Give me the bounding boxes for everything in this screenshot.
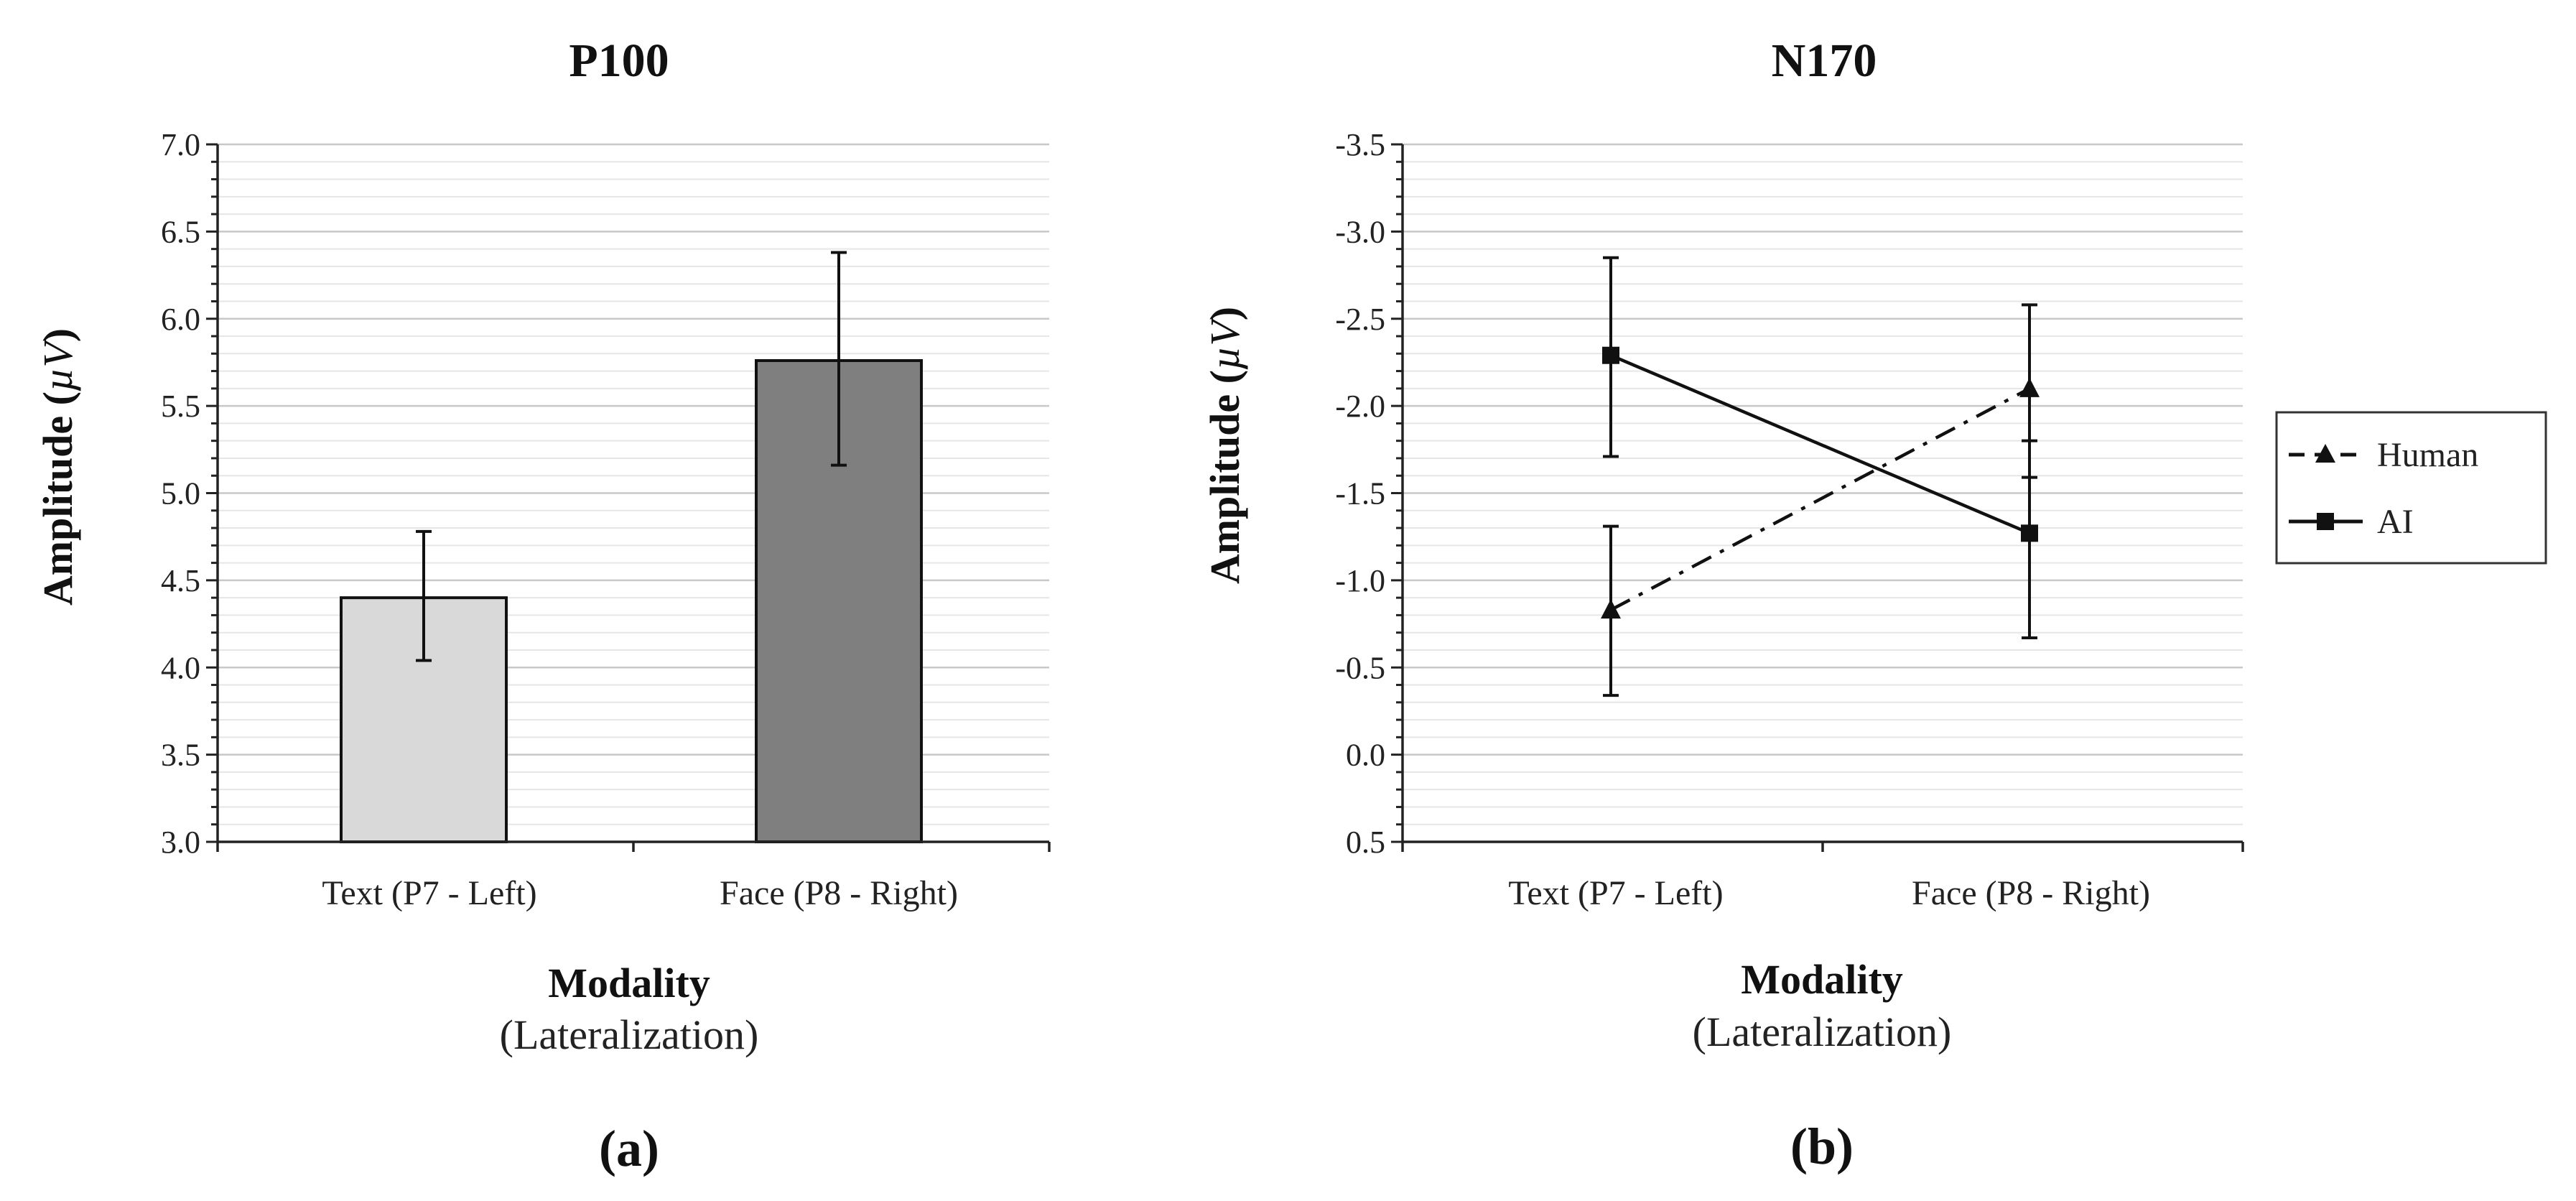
n170-axes xyxy=(1391,143,2244,852)
marker-human-triangle xyxy=(1601,599,1621,619)
y-tick-label: 3.5 xyxy=(161,738,200,773)
n170-legend: Human AI xyxy=(2275,411,2547,565)
y-tick-label: 5.5 xyxy=(161,389,200,424)
y-tick-label: 6.5 xyxy=(161,214,200,249)
y-tick-label: -1.0 xyxy=(1335,563,1385,598)
p100-error-bars xyxy=(416,251,847,662)
n170-x-axis-title: Modality xyxy=(1741,956,1903,1003)
p100-category-label-text: Text (P7 - Left) xyxy=(322,874,536,912)
y-tick-label: 7.0 xyxy=(161,127,200,162)
y-tick-label: 0.0 xyxy=(1346,738,1385,773)
n170-markers xyxy=(1601,346,2040,619)
n170-y-axis-title-unit: µV xyxy=(1201,316,1248,370)
y-tick-label: 4.0 xyxy=(161,650,200,685)
y-tick-label: -3.5 xyxy=(1335,127,1385,162)
y-tick-label: 5.0 xyxy=(161,476,200,511)
n170-line-chart: N170 0.50.0-0.5-1.0-1.5-2.0-2.5-3.0-3.5 … xyxy=(1201,34,2547,1175)
p100-bar-chart: P100 3.0 3.5 4.0 4.5 5.0 5.5 6.0 6.5 7.0 Text (P… xyxy=(34,34,1051,1177)
n170-category-label-text: Text (P7 - Left) xyxy=(1508,874,1723,912)
marker-ai-square xyxy=(2021,524,2038,542)
y-tick-label: -2.5 xyxy=(1335,302,1385,337)
n170-y-axis-title: Amplitude (µV) xyxy=(1201,307,1248,584)
n170-chart-title: N170 xyxy=(1772,34,1877,87)
legend-human-label: Human xyxy=(2377,436,2478,474)
n170-x-axis-subtitle: (Lateralization) xyxy=(1693,1008,1952,1055)
series-line-human xyxy=(1609,386,2031,612)
legend-ai-label: AI xyxy=(2377,503,2414,541)
marker-ai-square xyxy=(1602,346,1619,364)
p100-chart-title: P100 xyxy=(569,34,669,87)
n170-series-lines xyxy=(1609,353,2031,612)
marker-human-triangle xyxy=(2019,377,2040,397)
p100-y-axis-title: Amplitude (µV) xyxy=(34,328,81,606)
p100-panel-label: (a) xyxy=(599,1120,659,1177)
n170-y-tick-labels: 0.5 0.0 -0.5 -1.0 -1.5 -2.0 -2.5 -3.0 -3.5 xyxy=(1335,127,1385,860)
y-tick-label: -1.5 xyxy=(1335,476,1385,511)
n170-y-axis-title-close: ) xyxy=(1201,307,1248,320)
n170-panel-label: (b) xyxy=(1790,1118,1854,1175)
p100-y-axis-title-main: Amplitude ( xyxy=(34,391,81,606)
legend-box xyxy=(2275,411,2547,565)
p100-category-label-face: Face (P8 - Right) xyxy=(720,874,958,912)
y-tick-label: 3.0 xyxy=(161,825,200,860)
y-tick-label: -2.0 xyxy=(1335,389,1385,424)
p100-x-axis-title: Modality xyxy=(548,960,710,1006)
p100-y-axis-title-unit: µV xyxy=(34,338,81,391)
y-tick-label: 0.5 xyxy=(1346,825,1385,860)
n170-error-bars xyxy=(1603,256,2037,697)
p100-axes xyxy=(206,143,1051,852)
n170-y-axis-title-main: Amplitude ( xyxy=(1201,370,1248,584)
p100-x-axis-subtitle: (Lateralization) xyxy=(500,1011,759,1058)
y-tick-label: -0.5 xyxy=(1335,650,1385,685)
y-tick-label: -3.0 xyxy=(1335,214,1385,249)
series-line-ai xyxy=(1610,353,2030,535)
y-tick-label: 4.5 xyxy=(161,563,200,598)
legend-ai-square-icon xyxy=(2317,513,2334,530)
n170-gridlines xyxy=(1403,143,2243,843)
legend-human-triangle-icon xyxy=(2315,444,2335,463)
p100-y-tick-labels: 3.0 3.5 4.0 4.5 5.0 5.5 6.0 6.5 7.0 xyxy=(161,127,200,860)
n170-category-label-face: Face (P8 - Right) xyxy=(1912,874,2150,912)
y-tick-label: 6.0 xyxy=(161,302,200,337)
p100-bars xyxy=(340,359,923,844)
p100-y-axis-title-close: ) xyxy=(34,328,81,342)
